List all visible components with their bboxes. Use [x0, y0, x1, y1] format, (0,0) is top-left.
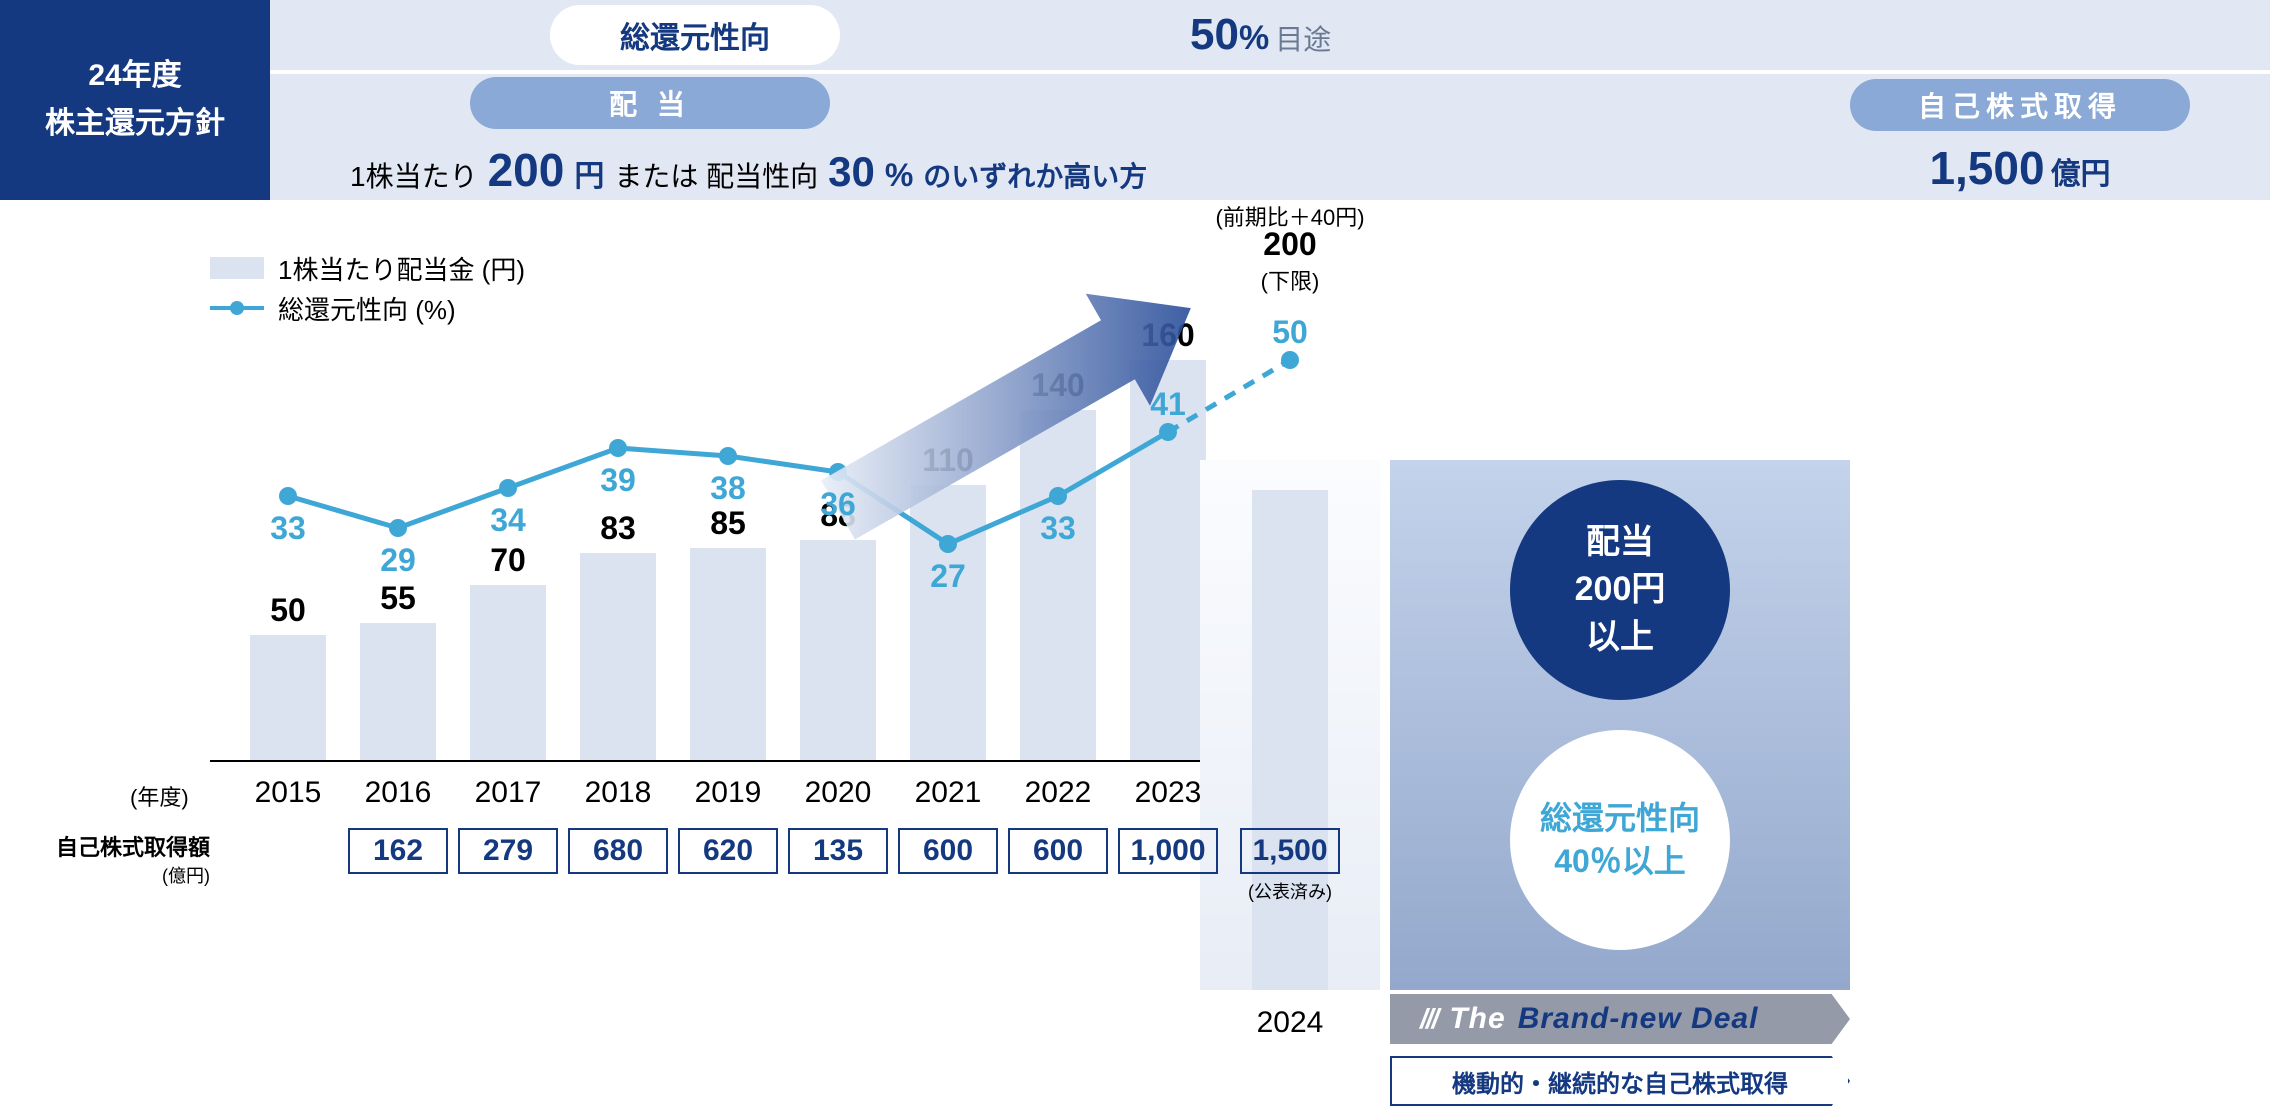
bar-label-2021: 110 [922, 442, 974, 479]
target-50: 50%目途 [1190, 10, 1331, 60]
year-2019: 2019 [695, 776, 762, 810]
year-2023: 2023 [1135, 776, 1202, 810]
payout-label-2016: 29 [380, 542, 416, 579]
buyback-cell-2023: 1,000 [1118, 828, 1218, 874]
panel-2024 [1200, 460, 1380, 990]
bar-2020 [800, 540, 876, 760]
payout-label-2018: 39 [600, 462, 636, 499]
buyback-cell-2021: 600 [898, 828, 998, 874]
badge-total-return-40plus: 総還元性向 40％以上 [1510, 730, 1730, 950]
header-left-line1: 24年度 [45, 52, 225, 100]
badge-dividend-200plus: 配当 200円 以上 [1510, 480, 1730, 700]
header-left-title: 24年度 株主還元方針 [0, 0, 270, 200]
div-t1: 1株当たり [350, 155, 478, 195]
div-mid: または 配当性向 [614, 155, 818, 195]
chart-area: 1株当たり配当金 (円) 総還元性向 (%) (年度) 505570838588… [0, 230, 2270, 1008]
bar-2017 [470, 585, 546, 760]
payout-label-2019: 38 [710, 470, 746, 507]
bar-label-2015: 50 [270, 592, 306, 629]
banner-the: The [1449, 1002, 1505, 1036]
badge1-l2: 200円 [1575, 566, 1666, 614]
buyback-cell-2019: 620 [678, 828, 778, 874]
buyback-label: 自己株式取得額 [56, 835, 210, 860]
year-2021: 2021 [915, 776, 982, 810]
baseline [210, 760, 1200, 762]
year-2017: 2017 [475, 776, 542, 810]
buyback-cell-2020: 135 [788, 828, 888, 874]
bar-2021 [910, 485, 986, 760]
payout-label-2024: 50 [1272, 314, 1308, 351]
bar-2024-label: 200 [1263, 226, 1316, 263]
div-pct: % [885, 157, 913, 194]
payout-label-2020: 36 [820, 486, 856, 523]
div-unit1: 円 [574, 151, 604, 195]
target-50-suffix: 目途 [1275, 24, 1331, 55]
div-tail: のいずれか高い方 [923, 155, 1147, 195]
div-em2: 30 [828, 148, 875, 196]
year-2015: 2015 [255, 776, 322, 810]
bar-2024-note: (下限) [1261, 264, 1320, 296]
header-row2: 配 当 1株当たり 200円 または 配当性向 30% のいずれか高い方 自己株… [270, 74, 2270, 200]
banner-bnd: Brand-new Deal [1518, 1002, 1759, 1036]
buyback-cell-2024: 1,500 [1240, 828, 1340, 874]
bar-2016 [360, 623, 436, 761]
bar-label-2023: 160 [1141, 317, 1194, 354]
brand-new-deal-sub: 機動的・継続的な自己株式取得 [1390, 1056, 1850, 1106]
target-50-pct: % [1239, 19, 1269, 57]
buyback-label-sub: (億円) [162, 866, 210, 886]
policy-header: 24年度 株主還元方針 総還元性向 50%目途 配 当 1株当たり 200円 ま… [0, 0, 2270, 200]
bar-2018 [580, 553, 656, 761]
header-row1: 総還元性向 50%目途 [270, 0, 2270, 74]
payout-label-2017: 34 [490, 502, 526, 539]
buy-unit: 億円 [2051, 149, 2111, 193]
bar-2022 [1020, 410, 1096, 760]
badge2-l2: 40％以上 [1540, 840, 1700, 883]
buyback-column: 自己株式取得 1,500 億円 [1770, 74, 2270, 200]
year-axis-label: (年度) [130, 780, 189, 812]
bar-2015 [250, 635, 326, 760]
year-2024: 2024 [1257, 1006, 1324, 1040]
header-right: 総還元性向 50%目途 配 当 1株当たり 200円 または 配当性向 30% … [270, 0, 2270, 200]
buyback-text: 1,500 億円 [1929, 141, 2110, 195]
buyback-cell-2022: 600 [1008, 828, 1108, 874]
badge1-l1: 配当 [1575, 519, 1666, 567]
buyback-row-label: 自己株式取得額 (億円) [0, 830, 210, 888]
badge1-l3: 以上 [1575, 614, 1666, 662]
payout-label-2022: 33 [1040, 510, 1076, 547]
bar-2019 [690, 548, 766, 761]
payout-label-2021: 27 [930, 558, 966, 595]
dividend-pill: 配 当 [470, 77, 830, 129]
year-2016: 2016 [365, 776, 432, 810]
buyback-cell-2017: 279 [458, 828, 558, 874]
div-em1: 200 [488, 143, 565, 197]
total-return-pill: 総還元性向 [550, 5, 840, 65]
bar-label-2022: 140 [1031, 367, 1084, 404]
buyback-pill: 自己株式取得 [1850, 79, 2190, 131]
bar-label-2016: 55 [380, 580, 416, 617]
brand-new-deal-banner: /// The Brand-new Deal [1390, 994, 1850, 1044]
buyback-cell-2018: 680 [568, 828, 668, 874]
bar-label-2019: 85 [710, 505, 746, 542]
badge2-l1: 総還元性向 [1540, 797, 1700, 840]
buyback-2024-note: (公表済み) [1248, 878, 1332, 904]
dividend-text: 1株当たり 200円 または 配当性向 30% のいずれか高い方 [350, 143, 1770, 197]
buyback-cell-2016: 162 [348, 828, 448, 874]
dividend-column: 配 当 1株当たり 200円 または 配当性向 30% のいずれか高い方 [270, 74, 1770, 200]
header-left-line2: 株主還元方針 [45, 100, 225, 148]
payout-label-2015: 33 [270, 510, 306, 547]
buy-em: 1,500 [1929, 141, 2044, 195]
bar-2024 [1252, 490, 1328, 990]
payout-label-2023: 41 [1150, 386, 1186, 423]
banner-sub-text: 機動的・継続的な自己株式取得 [1452, 1064, 1788, 1099]
year-2022: 2022 [1025, 776, 1092, 810]
bar-label-2017: 70 [490, 542, 526, 579]
bar-label-2018: 83 [600, 510, 636, 547]
year-2020: 2020 [805, 776, 872, 810]
target-50-number: 50 [1190, 10, 1239, 59]
plot: 505570838588110140160 [210, 260, 1290, 760]
year-2018: 2018 [585, 776, 652, 810]
